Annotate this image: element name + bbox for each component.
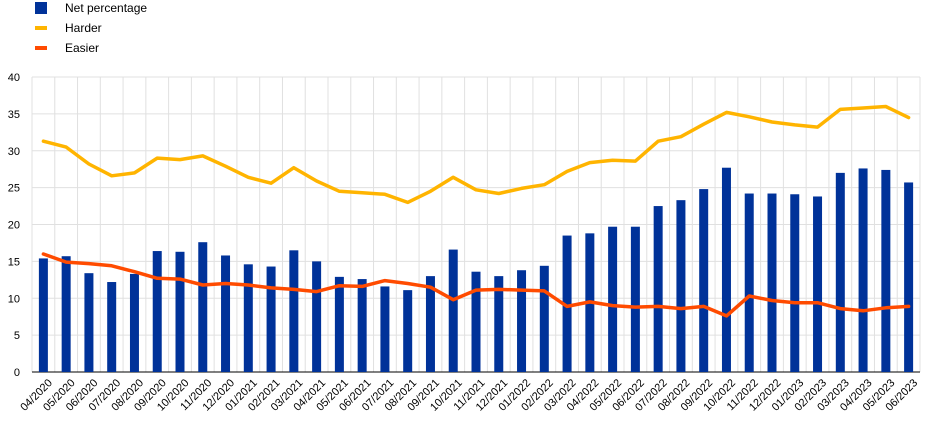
y-tick-label-3: 15 xyxy=(8,256,20,268)
bar-08/2022 xyxy=(676,200,686,372)
bar-08/2021 xyxy=(403,290,413,372)
y-tick-label-1: 5 xyxy=(14,330,20,342)
bar-05/2020 xyxy=(61,256,71,372)
bar-09/2021 xyxy=(425,276,435,372)
y-tick-label-7: 35 xyxy=(8,109,20,121)
bar-05/2023 xyxy=(881,169,891,372)
bar-02/2021 xyxy=(266,266,276,372)
bar-08/2020 xyxy=(129,273,139,372)
y-tick-label-5: 25 xyxy=(8,183,20,195)
bar-06/2021 xyxy=(357,279,367,372)
legend: Net percentage Harder Easier xyxy=(35,1,147,55)
bar-09/2020 xyxy=(152,251,162,372)
x-axis: 04/202005/202006/202007/202008/202009/20… xyxy=(18,377,920,414)
bar-12/2020 xyxy=(221,255,231,372)
bar-04/2020 xyxy=(38,258,48,372)
bar-09/2022 xyxy=(699,189,709,372)
line-harder xyxy=(41,104,911,205)
bar-02/2023 xyxy=(813,196,823,372)
y-tick-label-0: 0 xyxy=(14,367,20,379)
bar-03/2021 xyxy=(289,250,299,372)
bar-06/2023 xyxy=(904,182,914,372)
bar-06/2020 xyxy=(84,273,94,372)
legend-label-2: Easier xyxy=(65,41,99,55)
legend-label-0: Net percentage xyxy=(65,1,147,15)
bar-01/2023 xyxy=(790,194,800,372)
bar-05/2021 xyxy=(334,276,344,372)
bar-06/2022 xyxy=(630,226,640,372)
bar-10/2022 xyxy=(721,167,731,372)
bar-series xyxy=(38,167,914,372)
y-tick-label-4: 20 xyxy=(8,220,20,232)
bar-07/2022 xyxy=(653,206,663,372)
bar-03/2022 xyxy=(562,235,572,372)
y-axis: 0 5 10 15 20 25 30 35 40 xyxy=(8,72,20,379)
bar-11/2020 xyxy=(198,242,208,372)
y-tick-label-2: 10 xyxy=(8,293,20,305)
y-tick-label-8: 40 xyxy=(8,72,20,84)
bar-07/2020 xyxy=(107,282,117,372)
line-easier xyxy=(41,252,911,318)
bar-10/2021 xyxy=(448,249,458,372)
bar-01/2021 xyxy=(243,264,253,372)
legend-swatch-0 xyxy=(35,2,47,14)
bar-04/2021 xyxy=(312,261,322,372)
bar-07/2021 xyxy=(380,286,390,372)
bar-12/2021 xyxy=(494,276,504,372)
bar-02/2022 xyxy=(539,265,549,372)
bar-10/2020 xyxy=(175,251,185,372)
bar-05/2022 xyxy=(608,226,618,372)
y-tick-label-6: 30 xyxy=(8,146,20,158)
bar-04/2023 xyxy=(858,168,868,372)
bar-12/2022 xyxy=(767,193,777,372)
bar-11/2021 xyxy=(471,271,481,372)
legend-label-1: Harder xyxy=(65,21,102,35)
bar-03/2023 xyxy=(835,172,845,372)
bar-01/2022 xyxy=(517,270,527,372)
line-series xyxy=(41,104,911,318)
bar-11/2022 xyxy=(744,193,754,372)
